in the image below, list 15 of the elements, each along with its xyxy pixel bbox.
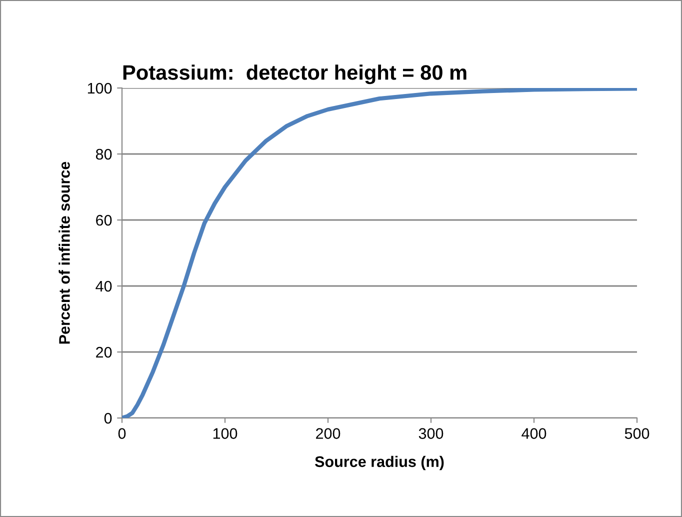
x-tick-label: 300 bbox=[418, 428, 444, 439]
x-tick-label: 100 bbox=[213, 428, 238, 439]
y-tick-label: 60 bbox=[96, 214, 112, 226]
y-tick-label: 0 bbox=[104, 412, 112, 424]
y-axis-title: Percent of infinite source bbox=[58, 162, 70, 344]
chart-title: Potassium: detector height = 80 m bbox=[123, 64, 466, 84]
x-axis-title: Source radius (m) bbox=[314, 456, 444, 470]
y-tick-label: 20 bbox=[96, 346, 112, 358]
x-tick-label: 200 bbox=[316, 428, 340, 439]
x-tick-label: 0 bbox=[118, 428, 126, 439]
x-tick-label: 500 bbox=[624, 428, 650, 439]
y-tick-label: 100 bbox=[88, 82, 112, 94]
y-tick-label: 80 bbox=[96, 148, 112, 160]
y-tick-label: 40 bbox=[96, 280, 112, 292]
x-tick-label: 400 bbox=[522, 428, 546, 439]
